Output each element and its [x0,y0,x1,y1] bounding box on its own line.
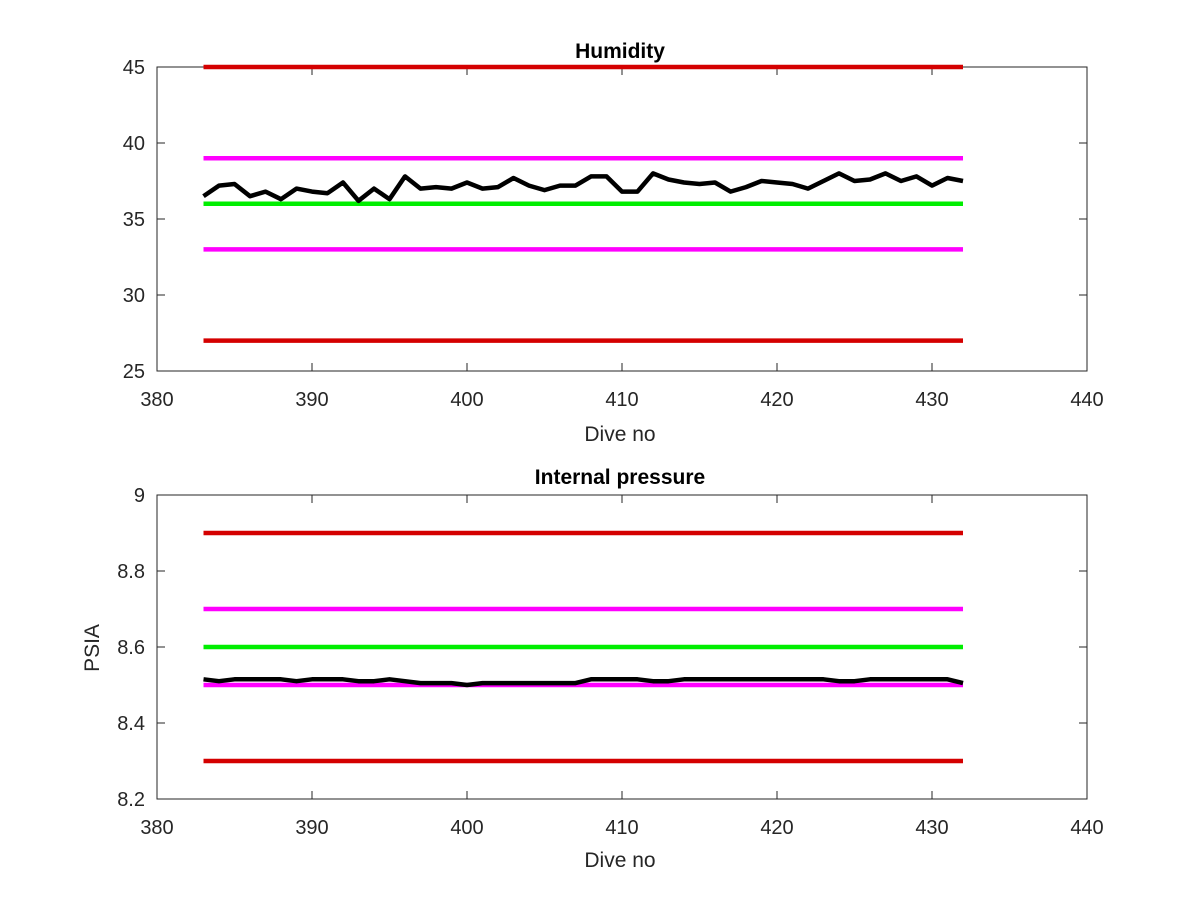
humidity-ytick-label: 45 [123,57,145,79]
humidity-ytick-label: 30 [123,285,145,307]
internal-pressure-panel: Internal pressure Dive no PSIA 380 390 400… [81,466,1104,872]
internal-pressure-xtick-label: 400 [450,817,483,839]
humidity-axes-box [156,66,1088,372]
internal-pressure-title: Internal pressure [535,466,705,489]
humidity-xlabel: Dive no [584,423,655,446]
humidity-title: Humidity [575,40,665,63]
humidity-ytick-label: 35 [123,209,145,231]
humidity-xtick-label: 400 [450,389,483,411]
humidity-xtick-label: 380 [140,389,173,411]
internal-pressure-ytick-label: 8.8 [117,561,145,583]
humidity-xtick-label: 440 [1070,389,1103,411]
internal-pressure-plot-area: 380 390 400 410 420 430 440 8.2 8.4 8.6 8.8 9 [117,485,1104,839]
internal-pressure-xtick-label: 420 [760,817,793,839]
humidity-panel: Humidity Dive no 380 390 400 410 420 430 440 25… [123,40,1104,446]
internal-pressure-xlabel: Dive no [584,849,655,872]
internal-pressure-ylabel: PSIA [81,624,104,672]
internal-pressure-ytick-label: 8.2 [117,789,145,811]
internal-pressure-xtick-label: 410 [605,817,638,839]
humidity-ytick-label: 40 [123,133,145,155]
humidity-series-line [202,171,964,204]
humidity-xtick-label: 390 [295,389,328,411]
internal-pressure-xtick-label: 390 [295,817,328,839]
internal-pressure-ytick-label: 9 [134,485,145,507]
internal-pressure-series-line [203,677,964,688]
internal-pressure-xtick-label: 380 [140,817,173,839]
internal-pressure-ytick-label: 8.6 [117,637,145,659]
internal-pressure-ytick-label: 8.4 [117,713,145,735]
internal-pressure-xtick-label: 430 [915,817,948,839]
humidity-ytick-label: 25 [123,361,145,383]
humidity-xtick-label: 420 [760,389,793,411]
humidity-xtick-label: 430 [915,389,948,411]
humidity-plot-area: 380 390 400 410 420 430 440 25 30 35 40 45 [123,57,1104,411]
internal-pressure-xtick-label: 440 [1070,817,1103,839]
humidity-xtick-label: 410 [605,389,638,411]
